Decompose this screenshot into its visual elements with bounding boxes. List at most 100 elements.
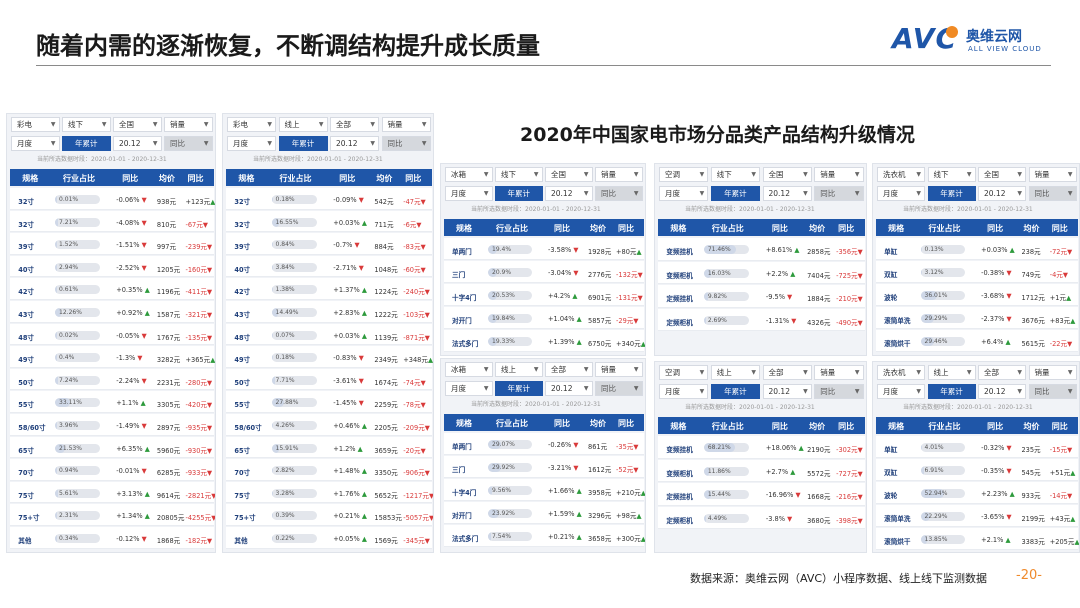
date-select[interactable]: 20.12 ▼ — [113, 136, 162, 151]
filter-metric-select[interactable]: 销量 ▼ — [595, 167, 643, 182]
table-row: 变频挂机 71.46% +8.61% ▲ 2858元 -356元▼ — [658, 238, 865, 261]
compare-select[interactable]: 同比 ▼ — [164, 136, 213, 151]
price-change: -727元▼ — [836, 468, 863, 478]
filter-region-select[interactable]: 全部 ▼ — [330, 117, 379, 132]
filter-channel-select[interactable]: 线上 ▼ — [927, 365, 976, 380]
price-change-value: -216元 — [836, 493, 858, 501]
share-bar-fill — [703, 268, 712, 278]
compare-select[interactable]: 同比 ▼ — [381, 136, 431, 151]
compare-select-label: 同比 — [1034, 189, 1050, 198]
filter-channel-select[interactable]: 线下 ▼ — [495, 167, 543, 182]
cumulative-toggle[interactable]: 年累计 — [495, 381, 543, 396]
arrow-up-icon: ▲ — [796, 444, 804, 452]
title-divider — [36, 65, 1051, 66]
share-value: 0.61% — [59, 286, 79, 294]
table-row: 波轮 52.94% +2.23% ▲ 933元 -14元▼ — [876, 482, 1078, 504]
filter-region-select[interactable]: 全部 ▼ — [978, 365, 1026, 380]
region-select-label: 全部 — [768, 368, 784, 377]
share-change-value: +0.03% — [333, 218, 360, 227]
share-change: +0.03% ▲ — [333, 219, 367, 227]
filter-channel-select[interactable]: 线下 ▼ — [927, 167, 976, 182]
filter-region-select[interactable]: 全部 ▼ — [545, 362, 593, 377]
period-select[interactable]: 月度 ▼ — [659, 384, 709, 399]
period-select[interactable]: 月度 ▼ — [227, 136, 276, 151]
date-select[interactable]: 20.12 ▼ — [762, 186, 812, 201]
share-change: -0.01% ▼ — [116, 467, 147, 475]
cumulative-toggle[interactable]: 年累计 — [710, 186, 760, 201]
filter-region-select[interactable]: 全国 ▼ — [113, 117, 162, 132]
date-select[interactable]: 20.12 ▼ — [330, 136, 379, 151]
region-select-label: 全国 — [768, 170, 784, 179]
arrow-down-icon: ▼ — [139, 467, 147, 476]
arrow-up-icon: ▲ — [574, 338, 582, 346]
filter-category-select[interactable]: 洗衣机 ▼ — [877, 365, 925, 380]
period-select[interactable]: 月度 ▼ — [877, 186, 925, 201]
period-select[interactable]: 月度 ▼ — [11, 136, 60, 151]
price-change: -135元▼ — [185, 332, 212, 342]
date-select[interactable]: 20.12 ▼ — [978, 384, 1026, 399]
price-change-value: -4元 — [1049, 271, 1063, 279]
compare-select[interactable]: 同比 ▼ — [595, 381, 643, 396]
filter-category-select[interactable]: 冰箱 ▼ — [445, 167, 493, 182]
share-change: +0.92% ▲ — [116, 309, 150, 317]
arrow-up-icon: ▲ — [142, 489, 150, 498]
filter-channel-select[interactable]: 线上 ▼ — [278, 117, 328, 132]
filter-metric-select[interactable]: 销量 ▼ — [595, 362, 643, 377]
compare-select[interactable]: 同比 ▼ — [814, 384, 864, 399]
channel-select-label: 线上 — [501, 365, 516, 374]
share-bar-fill — [55, 398, 70, 408]
date-select[interactable]: 20.12 ▼ — [762, 384, 812, 399]
filter-region-select[interactable]: 全国 ▼ — [978, 167, 1026, 182]
share-change-value: -2.37% — [981, 315, 1005, 323]
filter-channel-select[interactable]: 线下 ▼ — [710, 167, 760, 182]
filter-category-select[interactable]: 彩电 ▼ — [227, 117, 276, 132]
filter-category-select[interactable]: 彩电 ▼ — [11, 117, 60, 132]
filter-metric-select[interactable]: 销量 ▼ — [381, 117, 431, 132]
filter-metric-select[interactable]: 销量 ▼ — [1028, 365, 1077, 380]
row-label: 双缸 — [884, 271, 898, 279]
date-select[interactable]: 20.12 ▼ — [545, 381, 593, 396]
table-row: 对开门 23.92% +1.59% ▲ 3296元 +98元▲ — [444, 502, 644, 524]
share-bar: 19.4% — [488, 245, 532, 254]
share-change: -0.7% ▼ — [333, 241, 359, 249]
cumulative-toggle[interactable]: 年累计 — [278, 136, 328, 151]
cumulative-toggle[interactable]: 年累计 — [927, 186, 976, 201]
filter-channel-select[interactable]: 线下 ▼ — [62, 117, 111, 132]
cumulative-toggle[interactable]: 年累计 — [62, 136, 111, 151]
filter-metric-select[interactable]: 销量 ▼ — [814, 167, 864, 182]
table-row: 滚筒单洗 22.29% -3.65% ▼ 2199元 +43元▲ — [876, 505, 1078, 527]
filter-category-select[interactable]: 空调 ▼ — [659, 167, 709, 182]
filter-channel-select[interactable]: 线上 ▼ — [710, 365, 760, 380]
cumulative-toggle[interactable]: 年累计 — [927, 384, 976, 399]
cumulative-toggle[interactable]: 年累计 — [710, 384, 760, 399]
filter-region-select[interactable]: 全国 ▼ — [762, 167, 812, 182]
cumulative-toggle[interactable]: 年累计 — [495, 186, 543, 201]
share-value: 0.34% — [59, 535, 79, 542]
period-select[interactable]: 月度 ▼ — [445, 186, 493, 201]
compare-select[interactable]: 同比 ▼ — [1028, 384, 1077, 399]
filter-region-select[interactable]: 全国 ▼ — [545, 167, 593, 182]
compare-select[interactable]: 同比 ▼ — [595, 186, 643, 201]
filter-category-select[interactable]: 冰箱 ▼ — [445, 362, 493, 377]
date-select[interactable]: 20.12 ▼ — [545, 186, 593, 201]
filter-metric-select[interactable]: 销量 ▼ — [1028, 167, 1077, 182]
period-select[interactable]: 月度 ▼ — [659, 186, 709, 201]
share-change: +2.83% ▲ — [333, 309, 367, 317]
share-change-value: +2.2% — [765, 269, 789, 278]
price-change-value: -280元 — [185, 378, 208, 387]
filter-metric-select[interactable]: 销量 ▼ — [164, 117, 213, 132]
arrow-down-icon: ▼ — [356, 196, 364, 204]
filter-category-select[interactable]: 空调 ▼ — [659, 365, 709, 380]
filter-metric-select[interactable]: 销量 ▼ — [814, 365, 864, 380]
filter-region-select[interactable]: 全部 ▼ — [762, 365, 812, 380]
compare-select[interactable]: 同比 ▼ — [814, 186, 864, 201]
arrow-down-icon: ▼ — [571, 269, 579, 277]
period-select[interactable]: 月度 ▼ — [445, 381, 493, 396]
filter-channel-select[interactable]: 线上 ▼ — [495, 362, 543, 377]
date-select[interactable]: 20.12 ▼ — [978, 186, 1026, 201]
avg-price: 3676元 — [1021, 317, 1045, 325]
period-select[interactable]: 月度 ▼ — [877, 384, 925, 399]
table-row: 43寸 14.49% +2.83% ▲ 1222元 -103元▼ — [226, 301, 432, 323]
filter-category-select[interactable]: 洗衣机 ▼ — [877, 167, 925, 182]
compare-select[interactable]: 同比 ▼ — [1028, 186, 1077, 201]
